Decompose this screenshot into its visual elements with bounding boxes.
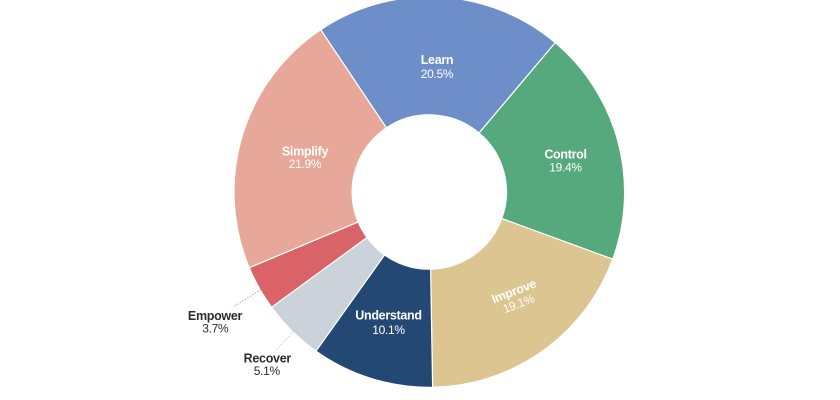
svg-text:19.4%: 19.4% [549,161,582,175]
svg-text:10.1%: 10.1% [372,323,405,337]
svg-text:Empower: Empower [188,309,243,323]
svg-text:Recover: Recover [244,351,292,365]
svg-text:Simplify: Simplify [282,145,329,159]
svg-text:Control: Control [544,148,586,162]
svg-text:Understand: Understand [355,309,421,323]
svg-text:3.7%: 3.7% [202,322,229,336]
svg-text:21.9%: 21.9% [289,157,322,171]
svg-text:20.5%: 20.5% [421,67,454,81]
svg-text:Learn: Learn [421,53,454,67]
svg-text:5.1%: 5.1% [254,364,281,378]
